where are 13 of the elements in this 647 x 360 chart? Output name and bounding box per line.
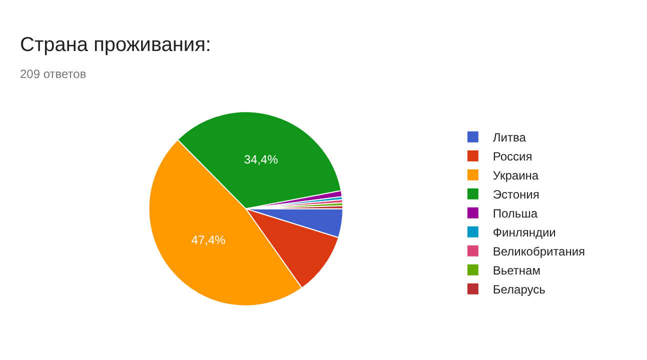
legend-label: Великобритания	[492, 244, 586, 259]
legend-label: Беларусь	[492, 282, 546, 297]
legend-label: Литва	[492, 130, 526, 145]
data-label: 47,4%	[191, 233, 226, 248]
legend-label: Эстония	[492, 188, 540, 202]
legend-label: Вьетнам	[492, 264, 540, 278]
data-label: 34,4%	[244, 152, 278, 167]
legend-label: Украина	[492, 168, 539, 183]
legend-label: Финляндии	[492, 226, 556, 240]
legend-label: Польша	[492, 206, 538, 221]
legend-label: Россия	[492, 150, 532, 164]
chart-subtitle: 209 ответов	[20, 67, 86, 81]
chart-title: Страна проживания:	[20, 34, 212, 56]
